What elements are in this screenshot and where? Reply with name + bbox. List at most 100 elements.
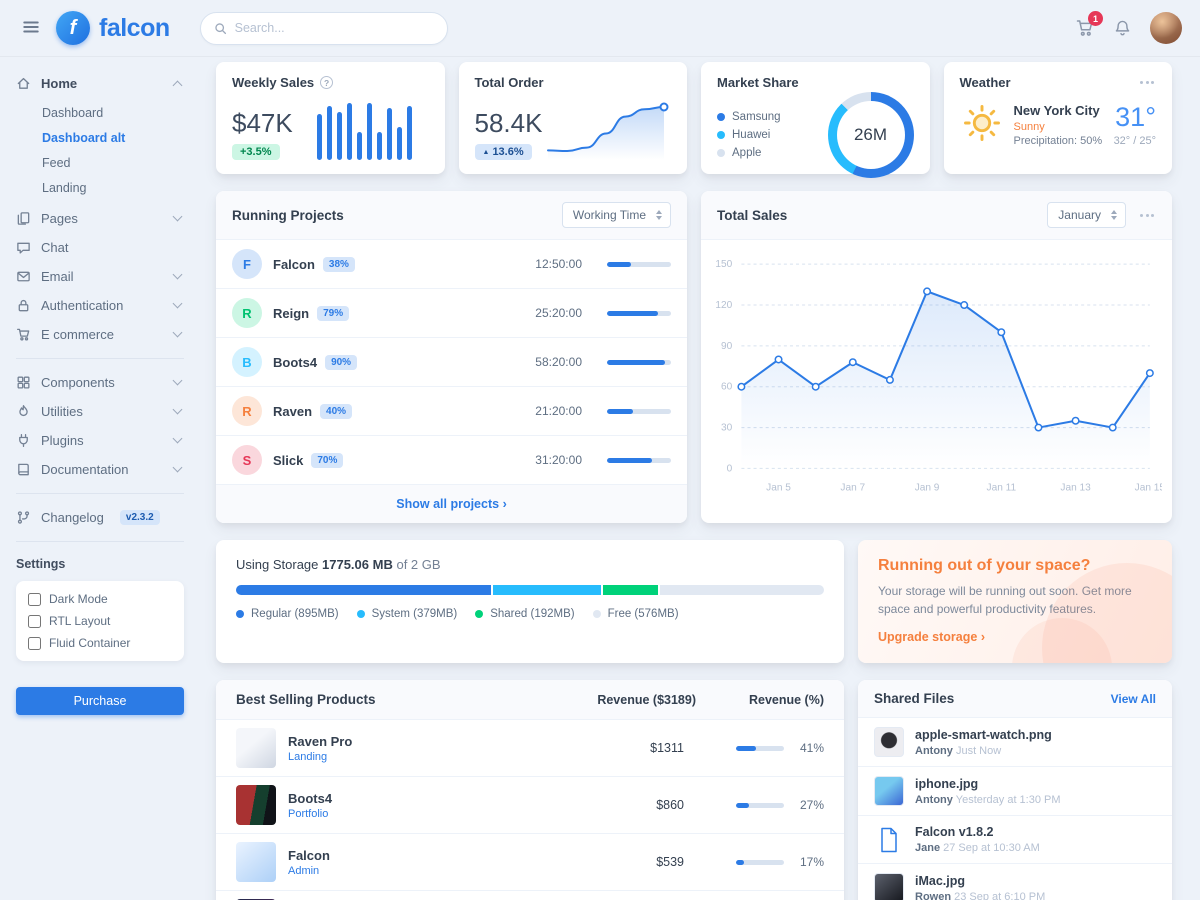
card-menu-icon[interactable] bbox=[1138, 77, 1156, 88]
rtl-layout-option[interactable]: RTL Layout bbox=[28, 614, 172, 628]
table-row[interactable]: Falcon Admin $539 17% bbox=[216, 834, 844, 891]
percent-column-header: Revenue (%) bbox=[748, 692, 824, 707]
list-item[interactable]: apple-smart-watch.png Antony Just Now bbox=[858, 718, 1172, 767]
sidebar-item-email[interactable]: Email bbox=[16, 262, 184, 291]
storage-progress-bar bbox=[236, 585, 824, 595]
project-row[interactable]: F Falcon 38% 12:50:00 bbox=[216, 240, 687, 289]
code-branch-icon bbox=[16, 510, 32, 525]
table-row[interactable]: Slick Builder $245 8% bbox=[216, 891, 844, 900]
product-category-link[interactable]: Admin bbox=[288, 864, 320, 877]
project-row[interactable]: R Raven 40% 21:20:00 bbox=[216, 387, 687, 436]
project-row[interactable]: B Boots4 90% 58:20:00 bbox=[216, 338, 687, 387]
sidebar-item-plugins[interactable]: Plugins bbox=[16, 426, 184, 455]
file-name[interactable]: apple-smart-watch.png bbox=[915, 727, 1052, 742]
sidebar-item-dashboard-alt[interactable]: Dashboard alt bbox=[42, 130, 126, 145]
weekly-sales-value: $47K bbox=[232, 108, 293, 138]
option-label: Fluid Container bbox=[49, 636, 131, 650]
sidebar-item-label: Documentation bbox=[41, 462, 129, 477]
upgrade-storage-link[interactable]: Upgrade storage › bbox=[878, 630, 985, 644]
view-all-link[interactable]: View All bbox=[1110, 691, 1156, 706]
table-row[interactable]: Boots4 Portfolio $860 27% bbox=[216, 777, 844, 834]
chevron-down-icon bbox=[172, 462, 183, 473]
sidebar-item-utilities[interactable]: Utilities bbox=[16, 397, 184, 426]
file-name[interactable]: iphone.jpg bbox=[915, 776, 979, 791]
project-name[interactable]: Raven bbox=[273, 403, 313, 419]
upgrade-space-card: Running out of your space? Your storage … bbox=[858, 540, 1172, 663]
file-thumbnail bbox=[874, 776, 904, 806]
rtl-layout-checkbox[interactable] bbox=[28, 614, 41, 628]
search-input[interactable] bbox=[234, 21, 434, 35]
chevron-down-icon bbox=[172, 375, 183, 386]
dark-mode-checkbox[interactable] bbox=[28, 592, 41, 606]
list-item[interactable]: iMac.jpg Rowen 23 Sep at 6:10 PM bbox=[858, 864, 1172, 900]
legend-item: Huawei bbox=[717, 129, 781, 141]
project-row[interactable]: R Reign 79% 25:20:00 bbox=[216, 289, 687, 338]
space-title: Running out of your space? bbox=[878, 557, 1091, 574]
sidebar-item-feed[interactable]: Feed bbox=[42, 155, 71, 170]
project-name[interactable]: Reign bbox=[273, 305, 310, 321]
card-title: Total Order bbox=[474, 75, 544, 90]
dark-mode-option[interactable]: Dark Mode bbox=[28, 592, 172, 606]
cart-button[interactable]: 1 bbox=[1075, 11, 1103, 38]
list-item[interactable]: Falcon v1.8.2 Jane 27 Sep at 10:30 AM bbox=[858, 816, 1172, 864]
home-icon bbox=[16, 76, 32, 91]
growth-badge: +3.5% bbox=[232, 144, 280, 160]
project-name[interactable]: Boots4 bbox=[273, 354, 318, 370]
legend-dot bbox=[717, 113, 725, 121]
sidebar-item-chat[interactable]: Chat bbox=[16, 233, 184, 262]
chat-icon bbox=[16, 240, 32, 255]
sidebar-item-pages[interactable]: Pages bbox=[16, 204, 184, 233]
sidebar-item-landing[interactable]: Landing bbox=[42, 180, 87, 195]
hamburger-menu-icon[interactable] bbox=[18, 14, 44, 43]
storage-legend: Regular (895MB) System (379MB) Shared (1… bbox=[236, 608, 824, 620]
sidebar-item-label: Chat bbox=[41, 240, 69, 255]
card-title: Weather bbox=[959, 75, 1011, 90]
file-name[interactable]: Falcon v1.8.2 bbox=[915, 825, 994, 839]
project-progress-bar bbox=[607, 408, 671, 414]
project-avatar: R bbox=[232, 298, 262, 328]
project-row[interactable]: S Slick 70% 31:20:00 bbox=[216, 436, 687, 484]
falcon-logo[interactable]: f falcon bbox=[56, 11, 170, 45]
search-box[interactable] bbox=[199, 11, 448, 45]
sidebar-item-ecommerce[interactable]: E commerce bbox=[16, 320, 184, 349]
month-select[interactable]: January bbox=[1047, 202, 1126, 228]
project-name[interactable]: Falcon bbox=[273, 256, 315, 272]
legend-dot bbox=[592, 610, 601, 618]
fluid-container-option[interactable]: Fluid Container bbox=[28, 636, 172, 650]
falcon-logo-icon: f bbox=[56, 11, 90, 45]
sidebar-item-components[interactable]: Components bbox=[16, 368, 184, 397]
file-name[interactable]: iMac.jpg bbox=[915, 873, 966, 888]
product-revenue: $1311 bbox=[650, 741, 684, 755]
user-avatar[interactable] bbox=[1150, 12, 1182, 44]
total-order-value: 58.4K bbox=[474, 108, 543, 138]
product-category-link[interactable]: Landing bbox=[288, 750, 328, 763]
project-progress-bar bbox=[607, 457, 671, 463]
working-time-select[interactable]: Working Time bbox=[561, 202, 671, 228]
legend-item: System (379MB) bbox=[356, 608, 457, 620]
svg-text:60: 60 bbox=[721, 382, 733, 393]
sidebar-item-changelog[interactable]: Changelog v2.3.2 bbox=[16, 503, 184, 532]
shared-files-card: Shared Files View All apple-smart-watch.… bbox=[858, 680, 1172, 900]
product-thumbnail bbox=[236, 785, 276, 825]
table-row[interactable]: Raven Pro Landing $1311 41% bbox=[216, 720, 844, 777]
caret-up-icon: ▲ bbox=[482, 148, 490, 156]
purchase-button[interactable]: Purchase bbox=[16, 687, 184, 715]
fluid-container-checkbox[interactable] bbox=[28, 636, 41, 650]
file-author: Antony bbox=[915, 744, 953, 757]
list-item[interactable]: iphone.jpg Antony Yesterday at 1:30 PM bbox=[858, 767, 1172, 816]
product-category-link[interactable]: Portfolio bbox=[288, 807, 329, 820]
notifications-button[interactable] bbox=[1113, 19, 1132, 38]
help-icon[interactable]: ? bbox=[320, 76, 334, 89]
project-avatar: S bbox=[232, 445, 262, 475]
sidebar-item-home[interactable]: Home bbox=[16, 69, 184, 98]
product-percent: 27% bbox=[799, 798, 824, 812]
sidebar-item-dashboard[interactable]: Dashboard bbox=[42, 105, 104, 120]
show-all-projects-link[interactable]: Show all projects › bbox=[396, 497, 507, 511]
legend-dot bbox=[717, 131, 725, 139]
sidebar-item-authentication[interactable]: Authentication bbox=[16, 291, 184, 320]
sidebar-item-documentation[interactable]: Documentation bbox=[16, 455, 184, 484]
card-menu-icon[interactable] bbox=[1138, 210, 1156, 221]
file-author: Rowen bbox=[915, 890, 952, 900]
project-name[interactable]: Slick bbox=[273, 452, 304, 468]
weather-temperature: 31° bbox=[1115, 101, 1156, 132]
